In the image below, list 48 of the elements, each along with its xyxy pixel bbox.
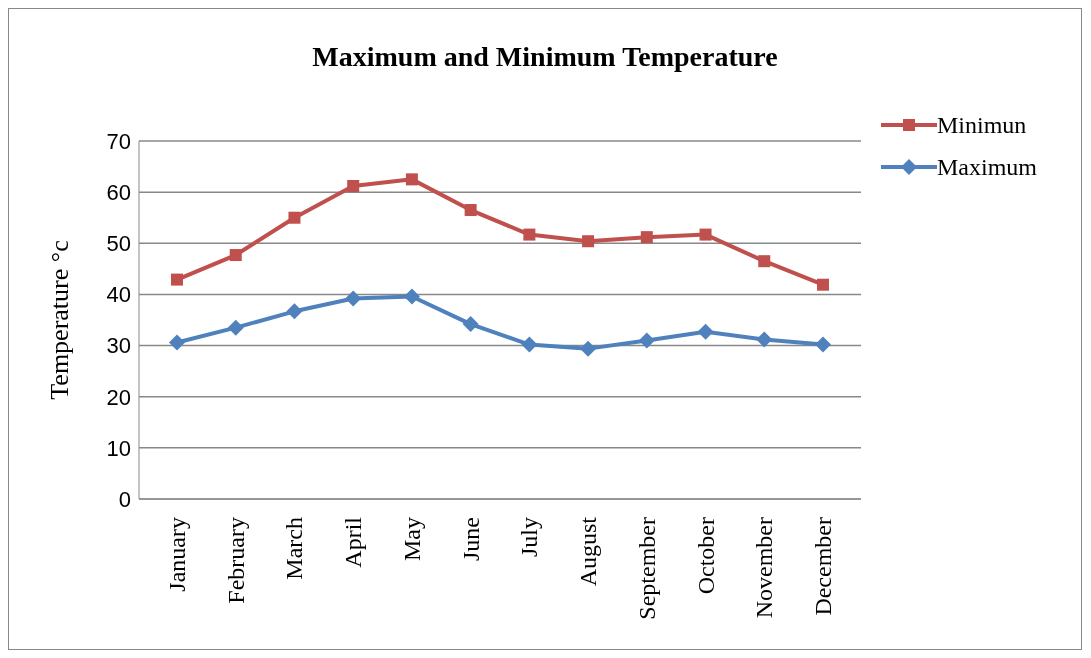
point [286,303,303,320]
x-tick-label: January [164,517,190,592]
y-tick-label: 50 [106,231,131,257]
y-tick-label: 20 [106,384,131,410]
x-tick-label: July [516,517,543,558]
x-tick-label: September [633,517,660,620]
y-tick-label: 30 [106,333,131,359]
x-tick-label: June [457,517,484,561]
point [640,231,653,244]
point [462,316,479,333]
point [817,278,829,291]
point [229,249,242,262]
point [638,332,655,349]
x-tick-label: October [692,516,719,595]
y-tick-label: 0 [118,486,131,512]
point [697,323,714,340]
point [580,340,597,357]
point [171,273,183,286]
point [582,235,595,248]
x-tick-label: August [575,516,602,587]
y-axis-title: Temperature °c [45,240,75,400]
point [405,173,418,186]
point [758,255,771,268]
point [464,204,477,217]
x-tick-label: March [281,517,308,580]
point [288,211,301,224]
point [347,180,360,193]
point [699,228,712,241]
legend-label: Maximum [937,153,1037,181]
x-tick-label: April [340,516,367,568]
x-tick-label: May [398,517,425,561]
point [169,334,185,351]
point [345,290,362,307]
y-tick-label: 60 [106,179,131,205]
point [521,336,538,353]
point [523,228,536,241]
y-tick-label: 40 [106,282,131,308]
point [403,288,420,305]
x-tick-label: November [751,516,778,619]
x-tick-label: February [222,517,249,604]
y-tick-label: 70 [106,128,131,154]
chart-title: Maximum and Minimum Temperature [311,41,779,73]
point [227,319,244,336]
y-tick-label: 10 [106,435,131,461]
legend-label: Minimun [937,111,1027,139]
x-tick-label: December [810,517,836,616]
point [756,331,773,348]
point [815,336,831,353]
